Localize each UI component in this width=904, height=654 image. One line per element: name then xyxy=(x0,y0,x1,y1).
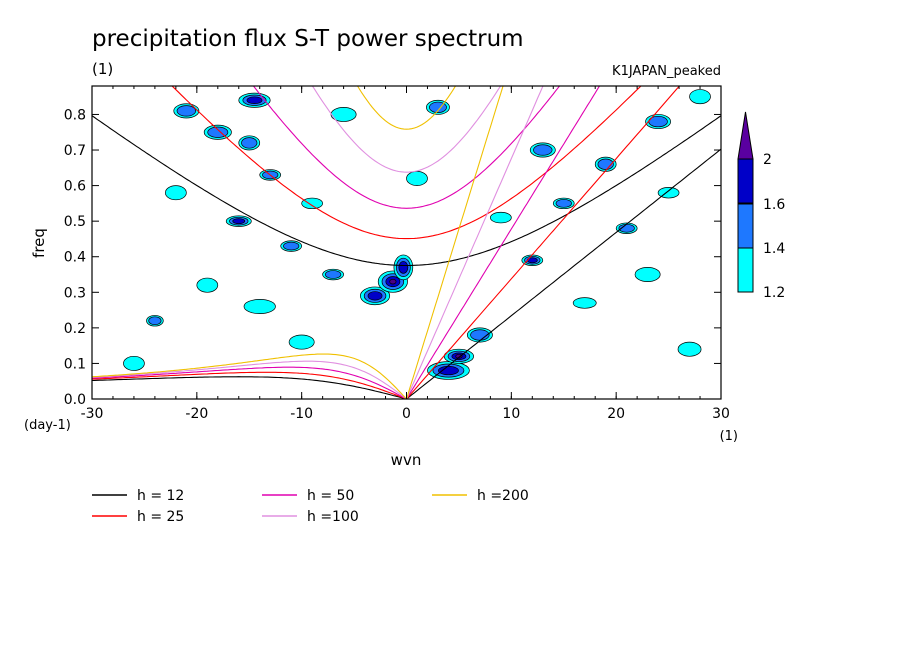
contour-blob xyxy=(241,137,258,149)
contour-blob xyxy=(325,270,342,279)
dispersion-curve-50 xyxy=(252,86,561,209)
contour-blob xyxy=(243,299,276,314)
y-tick-label: 0.5 xyxy=(64,214,86,230)
y-unit-label: (day-1) xyxy=(24,418,71,433)
dispersion-curve-12 xyxy=(92,115,721,267)
y-tick-label: 0.0 xyxy=(64,392,86,408)
dispersion-curve-25 xyxy=(92,371,407,399)
dispersion-curve-25 xyxy=(406,86,681,399)
contour-blob xyxy=(196,277,219,293)
y-tick-label: 0.7 xyxy=(64,143,86,159)
contour-blob xyxy=(572,297,597,309)
dispersion-curve-25 xyxy=(171,86,642,240)
x-tick-label: 0 xyxy=(402,406,411,422)
x-tick-label: -10 xyxy=(290,406,313,422)
legend-label: h = 25 xyxy=(137,509,184,525)
axes: -30 -20 -10 0 10 20 30 0.0 0.1 0.2 0.3 0.4 0.5 0.6 0.7… xyxy=(64,86,730,422)
x-tick-label: -20 xyxy=(185,406,208,422)
y-tick-label: 0.3 xyxy=(64,285,86,301)
colorbar-label: 1.4 xyxy=(763,241,785,257)
y-tick-label: 0.1 xyxy=(64,356,86,372)
contour-blob xyxy=(490,211,512,224)
dispersion-curve-12 xyxy=(406,148,721,399)
x-tick-label: 30 xyxy=(712,406,730,422)
dispersion-curve-100 xyxy=(405,86,544,399)
x-axis-label: wvn xyxy=(391,451,422,469)
contour-blob xyxy=(367,291,383,301)
contour-blob xyxy=(634,267,661,282)
chart-title: precipitation flux S-T power spectrum xyxy=(92,26,524,52)
contour-layer xyxy=(123,89,711,380)
contour-blob xyxy=(246,96,263,104)
legend-label: h = 50 xyxy=(307,488,354,504)
chart-subtitle-right: K1JAPAN_peaked xyxy=(612,64,721,79)
contour-blob xyxy=(123,355,145,371)
dispersion-curve-50 xyxy=(406,86,601,399)
contour-blob xyxy=(677,341,702,357)
y-tick-label: 0.8 xyxy=(64,107,86,123)
legend-label: h = 12 xyxy=(137,488,184,504)
dispersion-curve-100 xyxy=(92,360,407,399)
colorbar-segment xyxy=(737,203,754,249)
y-tick-label: 0.2 xyxy=(64,321,86,337)
colorbar: 2 1.6 1.4 1.2 xyxy=(737,111,785,301)
legend-label: h =200 xyxy=(477,488,529,504)
legend: h = 12 h = 25 h = 50 h =100 h =200 xyxy=(92,488,529,525)
dispersion-curve-200 xyxy=(92,353,407,399)
contour-blob xyxy=(176,105,197,117)
contour-blob xyxy=(438,365,459,376)
contour-blob xyxy=(283,241,300,251)
y-axis-label: freq xyxy=(30,228,48,258)
contour-blob xyxy=(232,218,246,225)
contour-blob xyxy=(533,144,553,156)
dispersion-curve-50 xyxy=(92,366,407,399)
dispersion-curve-200 xyxy=(356,86,457,130)
contour-blob xyxy=(689,89,711,105)
contour-blob xyxy=(406,171,428,186)
contour-blob xyxy=(398,261,409,274)
contour-blob xyxy=(389,278,397,285)
plot-frame xyxy=(91,85,722,400)
contour-blob xyxy=(148,316,162,326)
x-unit-label: (1) xyxy=(720,429,738,444)
colorbar-arrow xyxy=(737,111,754,160)
chart-subtitle-left: (1) xyxy=(92,60,113,78)
y-tick-label: 0.6 xyxy=(64,179,86,195)
colorbar-label: 1.2 xyxy=(763,285,785,301)
contour-blob xyxy=(165,185,187,201)
dispersion-curve-12 xyxy=(92,376,407,399)
contour-blob xyxy=(288,334,315,350)
x-tick-label: -30 xyxy=(81,406,104,422)
x-tick-label: 10 xyxy=(502,406,520,422)
colorbar-segment xyxy=(737,158,754,204)
dispersion-curves xyxy=(92,86,721,399)
colorbar-segment xyxy=(737,247,754,293)
legend-label: h =100 xyxy=(307,509,359,525)
contour-blob xyxy=(455,353,463,359)
y-tick-label: 0.4 xyxy=(64,250,86,266)
colorbar-label: 2 xyxy=(763,152,772,168)
dispersion-curve-100 xyxy=(311,86,502,173)
dispersion-curve-200 xyxy=(405,86,504,399)
contour-blob xyxy=(555,199,572,208)
x-tick-label: 20 xyxy=(607,406,625,422)
colorbar-label: 1.6 xyxy=(763,197,785,213)
contour-blob xyxy=(301,197,323,210)
